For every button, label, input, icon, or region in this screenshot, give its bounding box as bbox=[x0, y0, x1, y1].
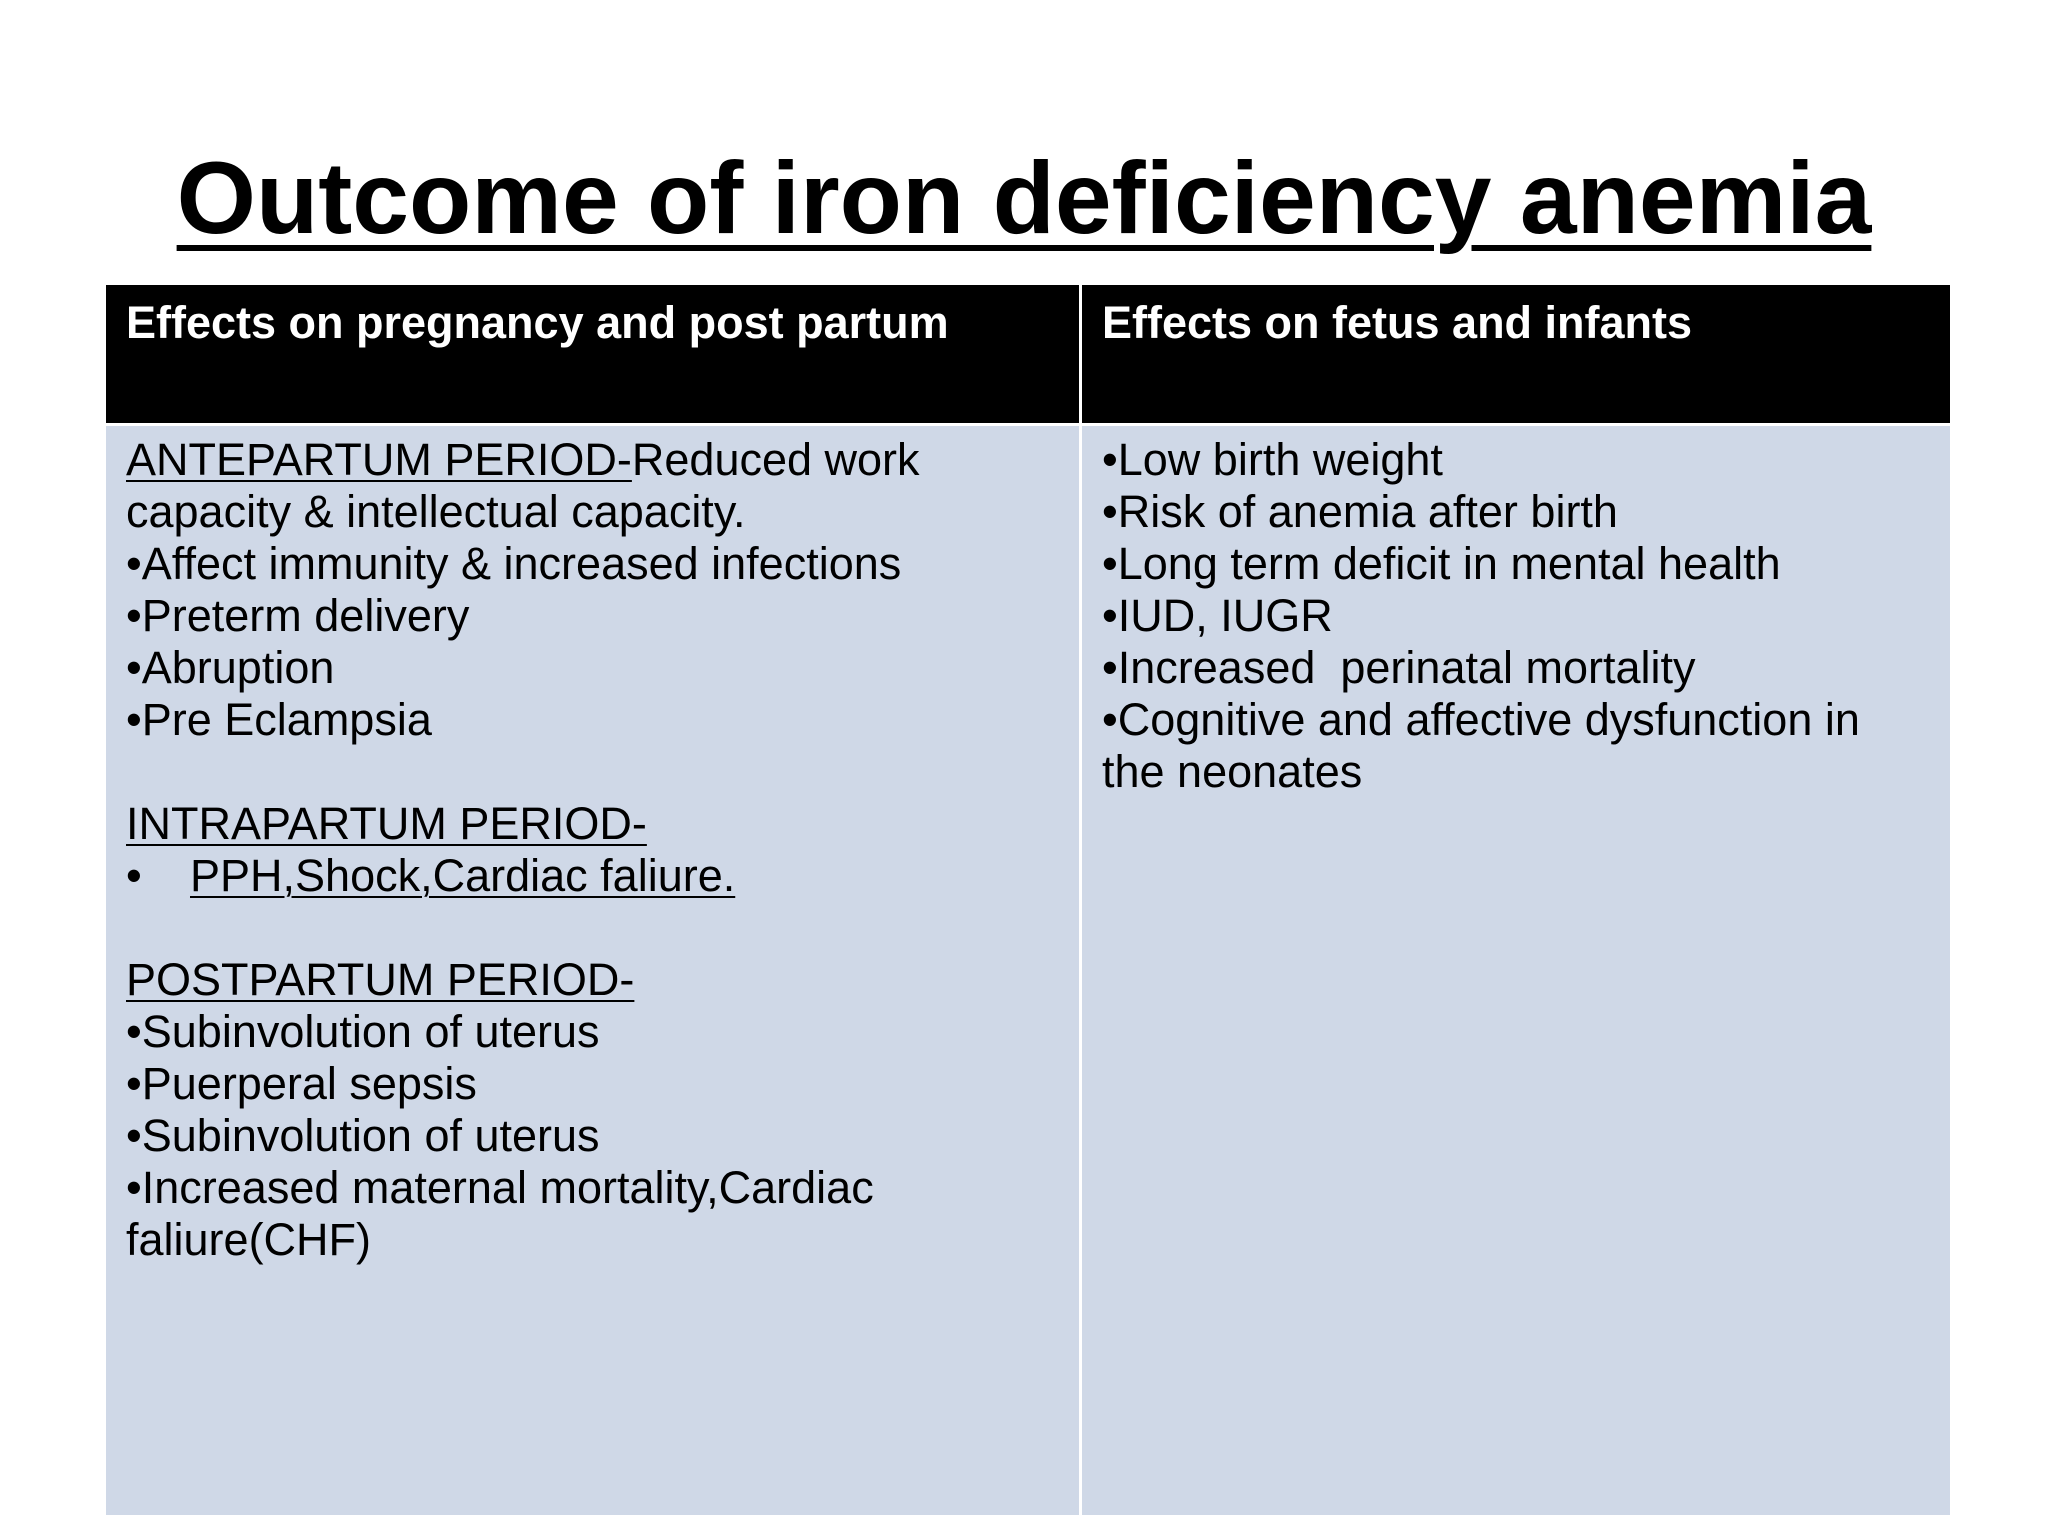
postpartum-item: •Puerperal sepsis bbox=[126, 1058, 477, 1109]
header-fetus-infants: Effects on fetus and infants bbox=[1082, 285, 1950, 423]
postpartum-item: •Subinvolution of uterus bbox=[126, 1110, 600, 1161]
outcome-table: Effects on pregnancy and post partum Eff… bbox=[106, 285, 1950, 1515]
intrapartum-item-row: • PPH,Shock,Cardiac faliure. bbox=[126, 850, 1059, 902]
fetus-item: •Long term deficit in mental health bbox=[1102, 538, 1781, 589]
fetus-item: •IUD, IUGR bbox=[1102, 590, 1333, 641]
postpartum-item: •Subinvolution of uterus bbox=[126, 1006, 600, 1057]
spacer bbox=[126, 902, 1059, 954]
antepartum-heading: ANTEPARTUM PERIOD- bbox=[126, 434, 632, 485]
cell-pregnancy-effects: ANTEPARTUM PERIOD-Reduced work capacity … bbox=[106, 423, 1082, 1515]
antepartum-line: ANTEPARTUM PERIOD-Reduced work bbox=[126, 434, 1059, 486]
antepartum-item: •Preterm delivery bbox=[126, 590, 470, 641]
fetus-item: •Low birth weight bbox=[1102, 434, 1443, 485]
fetus-item: •Cognitive and affective dysfunction in bbox=[1102, 694, 1860, 745]
spacer bbox=[126, 746, 1059, 798]
fetus-item: •Increased perinatal mortality bbox=[1102, 642, 1696, 693]
fetus-item: the neonates bbox=[1102, 746, 1363, 797]
intrapartum-item: PPH,Shock,Cardiac faliure. bbox=[190, 850, 736, 901]
bullet-icon: • bbox=[126, 850, 142, 901]
postpartum-item: faliure(CHF) bbox=[126, 1214, 372, 1265]
slide-title-text: Outcome of iron deficiency anemia bbox=[176, 141, 1872, 255]
postpartum-item: •Increased maternal mortality,Cardiac bbox=[126, 1162, 874, 1213]
header-pregnancy-postpartum: Effects on pregnancy and post partum bbox=[106, 285, 1082, 423]
antepartum-item: •Affect immunity & increased infections bbox=[126, 538, 902, 589]
slide-title: Outcome of iron deficiency anemia bbox=[0, 138, 2048, 258]
antepartum-intro: Reduced work bbox=[631, 434, 920, 485]
cell-fetus-effects: •Low birth weight •Risk of anemia after … bbox=[1082, 423, 1950, 1515]
postpartum-heading: POSTPARTUM PERIOD- bbox=[126, 954, 635, 1005]
antepartum-item: •Pre Eclampsia bbox=[126, 694, 432, 745]
antepartum-item: •Abruption bbox=[126, 642, 335, 693]
fetus-item: •Risk of anemia after birth bbox=[1102, 486, 1618, 537]
antepartum-intro-cont: capacity & intellectual capacity. bbox=[126, 486, 746, 537]
intrapartum-heading: INTRAPARTUM PERIOD- bbox=[126, 798, 647, 849]
